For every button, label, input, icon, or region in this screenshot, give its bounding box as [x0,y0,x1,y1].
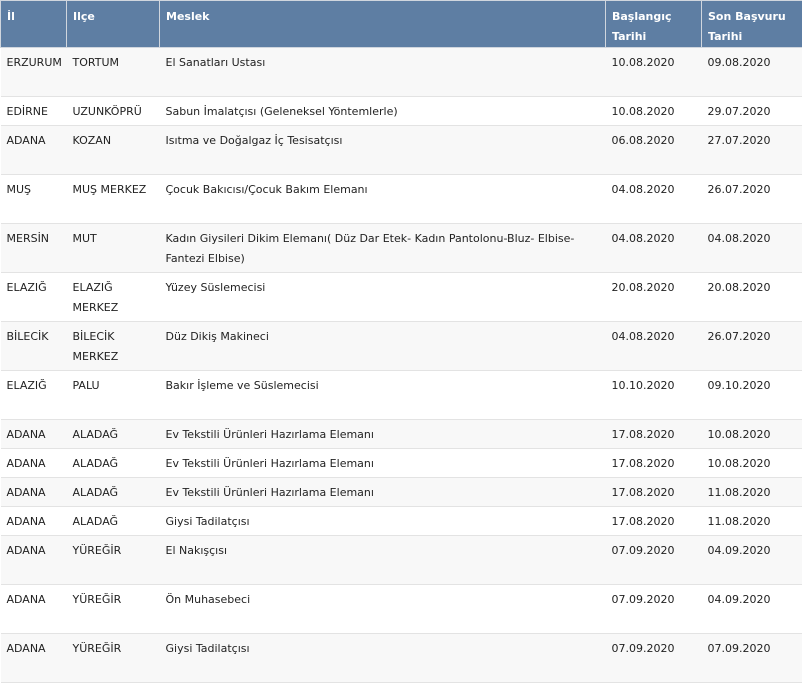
cell-ilce: KOZAN [67,126,160,175]
table-header-row: İl Ilçe Meslek Başlangıç Tarihi Son Başv… [1,1,802,48]
cell-meslek: El Sanatları Ustası [160,48,606,97]
table-row: ELAZIĞ PALU Bakır İşleme ve Süslemecisi … [1,371,802,420]
cell-ilce: ALADAĞ [67,449,160,478]
cell-son-basvuru: 04.09.2020 [702,585,802,634]
table-row: MUŞ MUŞ MERKEZ Çocuk Bakıcısı/Çocuk Bakı… [1,175,802,224]
cell-ilce: YÜREĞİR [67,634,160,683]
cell-son-basvuru: 09.08.2020 [702,48,802,97]
cell-son-basvuru: 11.08.2020 [702,478,802,507]
cell-ilce: ALADAĞ [67,507,160,536]
cell-meslek: El Nakışçısı [160,536,606,585]
cell-il: ERZURUM [1,48,67,97]
table-row: ADANA ALADAĞ Giysi Tadilatçısı 17.08.202… [1,507,802,536]
cell-ilce: ALADAĞ [67,420,160,449]
table-row: ADANA KOZAN Isıtma ve Doğalgaz İç Tesisa… [1,126,802,175]
cell-baslangic: 17.08.2020 [606,449,702,478]
column-header-ilce[interactable]: Ilçe [67,1,160,48]
cell-baslangic: 10.08.2020 [606,97,702,126]
cell-il: ADANA [1,126,67,175]
cell-baslangic: 04.08.2020 [606,322,702,371]
cell-il: ADANA [1,634,67,683]
table-row: EDİRNE UZUNKÖPRÜ Sabun İmalatçısı (Gelen… [1,97,802,126]
cell-il: EDİRNE [1,97,67,126]
cell-son-basvuru: 26.07.2020 [702,175,802,224]
cell-baslangic: 17.08.2020 [606,507,702,536]
cell-ilce: BİLECİK MERKEZ [67,322,160,371]
cell-baslangic: 17.08.2020 [606,478,702,507]
cell-ilce: YÜREĞİR [67,536,160,585]
table-row: ADANA YÜREĞİR Giysi Tadilatçısı 07.09.20… [1,634,802,683]
cell-ilce: UZUNKÖPRÜ [67,97,160,126]
cell-ilce: ALADAĞ [67,478,160,507]
cell-son-basvuru: 11.08.2020 [702,507,802,536]
column-header-baslangic[interactable]: Başlangıç Tarihi [606,1,702,48]
cell-son-basvuru: 04.09.2020 [702,536,802,585]
cell-meslek: Isıtma ve Doğalgaz İç Tesisatçısı [160,126,606,175]
cell-son-basvuru: 20.08.2020 [702,273,802,322]
cell-meslek: Ön Muhasebeci [160,585,606,634]
cell-son-basvuru: 26.07.2020 [702,322,802,371]
cell-son-basvuru: 29.07.2020 [702,97,802,126]
cell-meslek: Ev Tekstili Ürünleri Hazırlama Elemanı [160,478,606,507]
cell-meslek: Sabun İmalatçısı (Geleneksel Yöntemlerle… [160,97,606,126]
cell-meslek: Giysi Tadilatçısı [160,507,606,536]
cell-baslangic: 10.08.2020 [606,48,702,97]
cell-il: ADANA [1,420,67,449]
cell-meslek: Yüzey Süslemecisi [160,273,606,322]
cell-meslek: Ev Tekstili Ürünleri Hazırlama Elemanı [160,420,606,449]
cell-son-basvuru: 07.09.2020 [702,634,802,683]
cell-son-basvuru: 10.08.2020 [702,449,802,478]
cell-baslangic: 07.09.2020 [606,585,702,634]
cell-baslangic: 17.08.2020 [606,420,702,449]
cell-meslek: Düz Dikiş Makineci [160,322,606,371]
cell-ilce: MUT [67,224,160,273]
cell-meslek: Ev Tekstili Ürünleri Hazırlama Elemanı [160,449,606,478]
cell-son-basvuru: 10.08.2020 [702,420,802,449]
cell-baslangic: 10.10.2020 [606,371,702,420]
cell-son-basvuru: 04.08.2020 [702,224,802,273]
cell-il: ELAZIĞ [1,273,67,322]
cell-ilce: YÜREĞİR [67,585,160,634]
cell-baslangic: 06.08.2020 [606,126,702,175]
cell-son-basvuru: 27.07.2020 [702,126,802,175]
cell-baslangic: 20.08.2020 [606,273,702,322]
table-row: ADANA ALADAĞ Ev Tekstili Ürünleri Hazırl… [1,420,802,449]
cell-il: BİLECİK [1,322,67,371]
table-row: ADANA YÜREĞİR El Nakışçısı 07.09.2020 04… [1,536,802,585]
table-row: MERSİN MUT Kadın Giysileri Dikim Elemanı… [1,224,802,273]
cell-il: ADANA [1,585,67,634]
table-row: BİLECİK BİLECİK MERKEZ Düz Dikiş Makinec… [1,322,802,371]
cell-baslangic: 07.09.2020 [606,634,702,683]
table-row: ELAZIĞ ELAZIĞ MERKEZ Yüzey Süslemecisi 2… [1,273,802,322]
table-row: ERZURUM TORTUM El Sanatları Ustası 10.08… [1,48,802,97]
cell-il: MUŞ [1,175,67,224]
table-row: ADANA YÜREĞİR Ön Muhasebeci 07.09.2020 0… [1,585,802,634]
cell-son-basvuru: 09.10.2020 [702,371,802,420]
table-row: ADANA ALADAĞ Ev Tekstili Ürünleri Hazırl… [1,449,802,478]
cell-il: MERSİN [1,224,67,273]
cell-il: ADANA [1,536,67,585]
cell-ilce: PALU [67,371,160,420]
cell-meslek: Çocuk Bakıcısı/Çocuk Bakım Elemanı [160,175,606,224]
cell-ilce: ELAZIĞ MERKEZ [67,273,160,322]
cell-ilce: TORTUM [67,48,160,97]
cell-meslek: Bakır İşleme ve Süslemecisi [160,371,606,420]
cell-baslangic: 04.08.2020 [606,224,702,273]
cell-il: ADANA [1,478,67,507]
cell-il: ADANA [1,507,67,536]
table-row: ADANA ALADAĞ Ev Tekstili Ürünleri Hazırl… [1,478,802,507]
cell-il: ELAZIĞ [1,371,67,420]
cell-baslangic: 07.09.2020 [606,536,702,585]
column-header-son-basvuru[interactable]: Son Başvuru Tarihi [702,1,802,48]
cell-meslek: Kadın Giysileri Dikim Elemanı( Düz Dar E… [160,224,606,273]
column-header-meslek[interactable]: Meslek [160,1,606,48]
column-header-il[interactable]: İl [1,1,67,48]
cell-il: ADANA [1,449,67,478]
cell-ilce: MUŞ MERKEZ [67,175,160,224]
cell-meslek: Giysi Tadilatçısı [160,634,606,683]
cell-baslangic: 04.08.2020 [606,175,702,224]
